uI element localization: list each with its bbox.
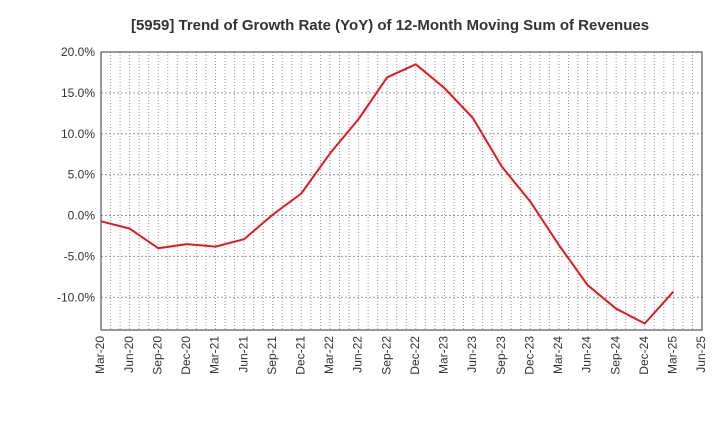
- series-line: [100, 63, 675, 325]
- chart-title: [5959] Trend of Growth Rate (YoY) of 12-…: [131, 17, 649, 34]
- grid: [101, 51, 702, 330]
- x-tick-label: Mar-23: [437, 336, 451, 374]
- x-tick-label: Dec-21: [294, 336, 308, 375]
- x-tick-label: Mar-21: [208, 336, 222, 374]
- x-tick-label: Jun-24: [580, 336, 594, 373]
- y-axis-ticks: 20.0% 15.0% 10.0% 5.0% 0.0% -5.0% -10.0%: [57, 45, 95, 304]
- x-tick-label: Sep-23: [494, 336, 508, 375]
- x-tick-label: Jun-21: [236, 336, 250, 373]
- x-tick-label: Mar-22: [322, 336, 336, 374]
- x-tick-label: Jun-25: [694, 336, 708, 373]
- y-tick-label: 20.0%: [61, 45, 95, 59]
- x-tick-label: Jun-22: [351, 336, 365, 373]
- plot-frame: [100, 51, 703, 331]
- x-tick-label: Jun-20: [122, 336, 136, 373]
- y-tick-label: -5.0%: [64, 249, 96, 263]
- x-tick-label: Sep-20: [150, 336, 164, 375]
- y-tick-label: 5.0%: [68, 168, 96, 182]
- y-tick-label: 0.0%: [68, 209, 96, 223]
- x-tick-label: Dec-24: [637, 336, 651, 375]
- x-tick-label: Jun-23: [465, 336, 479, 373]
- x-tick-label: Dec-22: [408, 336, 422, 375]
- series-group: [100, 63, 675, 325]
- x-tick-label: Mar-25: [666, 336, 680, 374]
- x-tick-label: Mar-20: [93, 336, 107, 374]
- y-tick-label: -10.0%: [57, 290, 95, 304]
- x-axis-ticks: Mar-20 Jun-20 Sep-20 Dec-20 Mar-21 Jun-21 Sep-…: [93, 336, 708, 375]
- x-tick-label: Sep-21: [265, 336, 279, 375]
- x-tick-label: Dec-23: [522, 336, 536, 375]
- x-tick-label: Sep-22: [379, 336, 393, 375]
- y-tick-label: 15.0%: [61, 86, 95, 100]
- y-tick-label: 10.0%: [61, 127, 95, 141]
- x-tick-label: Mar-24: [551, 336, 565, 374]
- x-tick-label: Dec-20: [179, 336, 193, 375]
- x-tick-label: Sep-24: [608, 336, 622, 375]
